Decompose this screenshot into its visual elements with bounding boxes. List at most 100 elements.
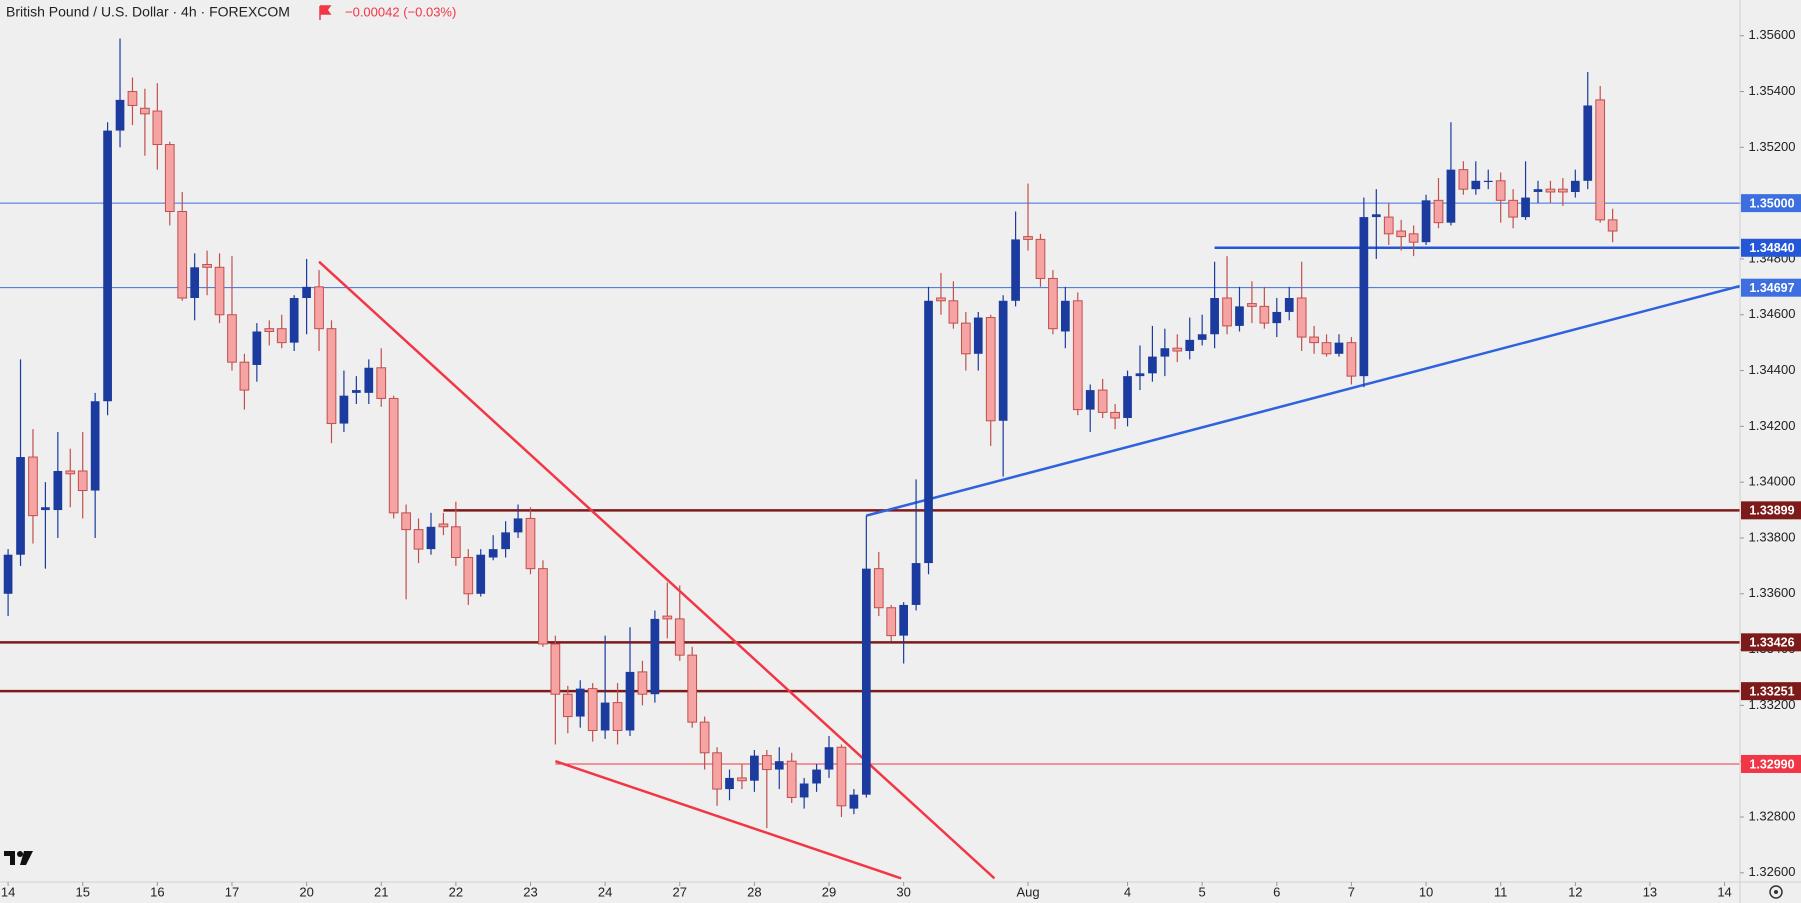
candle-body <box>28 456 38 517</box>
x-tick-label: 17 <box>225 884 239 899</box>
candle-body <box>1148 356 1157 374</box>
candle-body <box>202 264 212 268</box>
candle-body <box>849 794 859 809</box>
candle-body <box>1210 297 1219 335</box>
candle-body <box>1570 180 1580 192</box>
x-tick-label: Aug <box>1016 884 1039 899</box>
candle-body <box>1011 239 1020 301</box>
candle-body <box>899 604 908 636</box>
y-tick-label: 1.34400 <box>1749 362 1796 377</box>
x-tick-label: 22 <box>449 884 463 899</box>
candle-body <box>911 563 921 605</box>
candle-body <box>1483 180 1493 183</box>
candle-body <box>140 107 150 115</box>
candle-body <box>650 618 660 695</box>
y-tick-label: 1.34600 <box>1749 306 1796 321</box>
candle-body <box>90 401 100 491</box>
candle-body <box>725 777 734 790</box>
candle-body <box>239 361 250 391</box>
candle-body <box>985 317 996 422</box>
candle-body <box>587 688 598 731</box>
candle-body <box>1545 188 1556 193</box>
candle-body <box>152 110 163 146</box>
candle-body <box>1495 180 1506 201</box>
y-tick-label: 1.35600 <box>1749 27 1796 42</box>
candle-body <box>1446 169 1456 223</box>
candle-body <box>177 211 188 299</box>
candle-body <box>936 297 946 302</box>
candle-body <box>1197 334 1207 340</box>
candle-body <box>1185 339 1195 352</box>
candle-body <box>1296 297 1307 338</box>
flag-icon <box>319 5 332 20</box>
candle-body <box>1247 303 1257 307</box>
level-label: 1.33251 <box>1749 684 1794 698</box>
candle-body <box>1284 297 1294 312</box>
x-tick-label: 24 <box>598 884 612 899</box>
candle-body <box>1072 300 1083 411</box>
candle-body <box>538 568 548 645</box>
candle-body <box>501 532 510 550</box>
candle-body <box>314 286 324 330</box>
candle-body <box>625 671 635 731</box>
candle-body <box>662 615 673 620</box>
x-tick-label: 5 <box>1199 884 1206 899</box>
candle-body <box>364 367 374 393</box>
candle-body <box>1334 342 1344 354</box>
tv-logo <box>4 851 33 865</box>
candle-body <box>1383 216 1394 235</box>
level-label: 1.33426 <box>1749 636 1794 650</box>
candle-body <box>637 671 648 695</box>
candle-body <box>774 761 784 770</box>
candle-body <box>1408 233 1419 243</box>
level-label-bg <box>1741 682 1801 701</box>
gear-center[interactable] <box>1774 890 1778 894</box>
settings-icon[interactable] <box>1769 885 1783 899</box>
plot-area <box>0 38 1741 880</box>
candle-body <box>1235 306 1244 326</box>
candle-body <box>164 144 175 213</box>
candle-body <box>302 286 311 298</box>
candle-body <box>873 568 884 609</box>
y-tick-label: 1.32800 <box>1749 808 1796 823</box>
y-tick-label: 1.34000 <box>1749 474 1796 489</box>
y-tick-label: 1.34200 <box>1749 418 1796 433</box>
candle-body <box>488 549 498 558</box>
candle-body <box>924 300 933 564</box>
candle-body <box>413 529 424 550</box>
candle-body <box>687 654 698 723</box>
x-tick-label: 27 <box>673 884 687 899</box>
x-tick-label: 10 <box>1419 884 1433 899</box>
candle-body <box>326 328 337 425</box>
candle-body <box>525 517 536 570</box>
candle-body <box>1135 373 1145 377</box>
x-tick-label: 7 <box>1348 884 1355 899</box>
logo-part <box>17 851 23 857</box>
x-tick-label: 30 <box>896 884 910 899</box>
x-tick-label: 14 <box>1717 884 1731 899</box>
candle-body <box>276 328 287 344</box>
header-title: British Pound / U.S. Dollar · 4h · FOREX… <box>6 4 290 20</box>
level-label-bg <box>1741 194 1801 213</box>
y-tick-label: 1.33600 <box>1749 585 1796 600</box>
candle-body <box>960 322 971 355</box>
candle-body <box>1035 238 1046 279</box>
candle-body <box>1160 348 1170 357</box>
x-tick-label: 15 <box>75 884 89 899</box>
candle-body <box>1508 199 1518 218</box>
level-label-bg <box>1741 278 1801 297</box>
candle-body <box>214 266 225 316</box>
gear[interactable] <box>1769 885 1783 899</box>
candle-body <box>562 693 573 718</box>
candle-body <box>1346 342 1357 377</box>
candle-body <box>376 367 387 399</box>
candle-body <box>836 746 847 807</box>
level-label: 1.34697 <box>1749 281 1794 295</box>
candle-body <box>600 702 610 731</box>
candle-body <box>1123 376 1132 418</box>
x-tick-label: 28 <box>747 884 761 899</box>
candle-body <box>1172 347 1183 352</box>
candle-body <box>1433 199 1444 224</box>
